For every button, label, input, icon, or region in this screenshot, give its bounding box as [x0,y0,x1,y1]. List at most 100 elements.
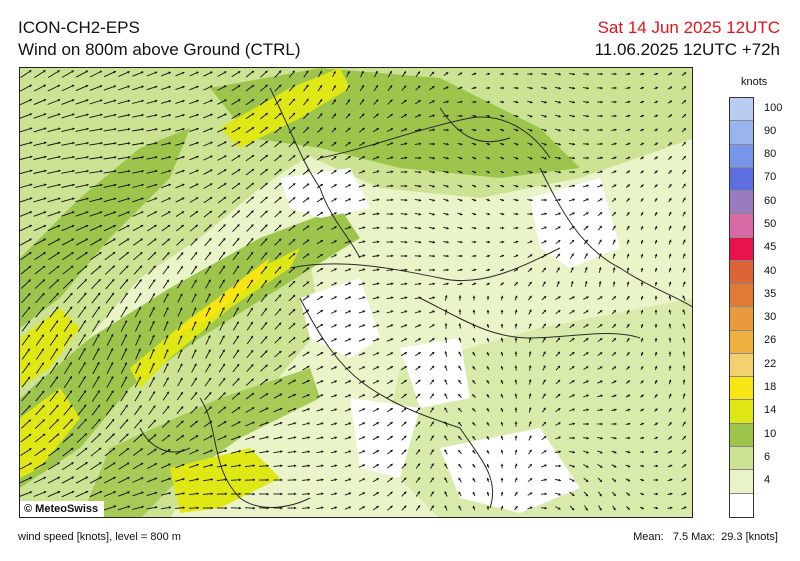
wind-arrow-head [600,100,603,104]
wind-arrow-head [56,433,60,437]
wind-arrow-head [209,406,212,410]
wind-arrow-head [292,281,296,284]
wind-arrow-head [543,365,546,368]
wind-arrow-head [530,198,533,202]
wind-arrow-head [72,183,75,187]
wind-arrow-shaft [35,306,45,318]
wind-arrow-head [55,376,58,380]
wind-arrow-shaft [78,361,86,375]
wind-arrow-head [237,392,240,396]
wind-arrow-head [294,506,297,510]
wind-arrow-head [111,404,114,408]
wind-arrow-head [600,436,603,440]
wind-arrow-head [251,378,254,382]
wind-arrow-head [516,212,519,216]
wind-arrow-shaft [49,306,59,318]
wind-arrow-head [138,390,142,394]
wind-arrow-head [572,212,575,215]
wind-arrow-head [154,71,158,75]
wind-arrow-head [585,253,588,256]
wind-arrow-head [127,99,131,103]
wind-arrow-head [515,240,519,244]
wind-arrow-head [348,352,351,355]
wind-arrow-head [168,477,171,481]
wind-arrow-head [224,464,227,467]
wind-arrow-shaft [33,170,47,174]
wind-arrow-head [100,155,103,159]
wind-arrow-head [194,265,197,269]
legend-swatch [730,237,753,261]
wind-arrow-head [514,295,518,299]
wind-arrow-head [114,142,117,145]
wind-arrow-head [140,238,143,241]
wind-arrow-head [320,184,323,187]
wind-arrow-head [613,352,616,355]
wind-arrow-head [100,141,103,145]
wind-arrow-head [529,254,533,257]
wind-arrow-head [251,127,255,130]
wind-arrow-head [265,141,268,144]
legend-swatch [730,377,753,401]
wind-arrow-shaft [35,348,45,360]
wind-arrow-head [391,254,394,258]
wind-arrow-shaft [78,347,86,361]
wind-arrow-head [670,506,673,510]
wind-arrow-head [683,421,686,425]
wind-arrow-shaft [63,292,73,304]
wind-arrow-head [683,156,686,159]
wind-arrow-head [28,434,32,437]
wind-arrow-head [431,435,434,438]
wind-arrow-head [29,183,33,187]
wind-arrow-head [72,155,75,159]
wind-arrow-shaft [33,98,47,106]
wind-arrow-head [445,72,449,75]
wind-arrow-head [307,436,310,439]
wind-arrow-head [333,99,336,103]
wind-arrow-head [265,393,269,396]
legend-swatch [730,330,753,354]
wind-arrow-head [515,128,519,132]
legend-swatch [730,121,753,145]
wind-arrow-head [487,198,490,202]
wind-arrow-head [348,226,352,229]
wind-arrow-head [654,380,658,383]
legend-swatch [730,307,753,331]
wind-arrow-head [29,99,32,102]
wind-arrow-head [458,436,461,439]
wind-arrow-head [71,84,75,88]
wind-arrow-head [362,338,366,341]
wind-arrow-head [458,477,461,481]
wind-arrow-head [682,225,686,229]
wind-arrow-head [279,183,282,186]
wind-arrow-head [266,506,269,510]
legend-swatch [730,446,753,471]
wind-arrow-head [418,352,421,355]
wind-arrow-head [404,338,407,341]
wind-arrow-head [558,296,561,299]
wind-arrow-head [654,337,658,341]
wind-arrow-head [222,378,226,381]
wind-arrow-head [280,464,283,468]
wind-arrow-head [250,224,254,227]
wind-arrow-head [613,507,616,511]
wind-arrow-head [599,239,602,243]
wind-arrow-head [417,463,420,466]
wind-arrow-head [194,252,198,255]
wind-arrow-head [683,100,686,103]
wind-arrow-head [431,365,435,369]
wind-arrow-shaft [62,418,74,430]
wind-arrow-head [113,238,116,241]
wind-arrow-head [44,183,47,187]
wind-arrow-head [306,323,310,327]
wind-arrow-head [487,142,490,146]
wind-arrow-head [348,380,351,383]
wind-arrow-head [404,99,407,103]
wind-arrow-head [530,184,533,188]
wind-arrow-head [391,198,394,202]
wind-arrow-head [98,433,101,436]
run-time: 11.06.2025 12UTC +72h [594,40,780,59]
wind-arrow-head [444,421,447,425]
wind-arrow-head [472,436,475,439]
wind-arrow-head [334,254,337,257]
wind-arrow-head [444,407,447,411]
